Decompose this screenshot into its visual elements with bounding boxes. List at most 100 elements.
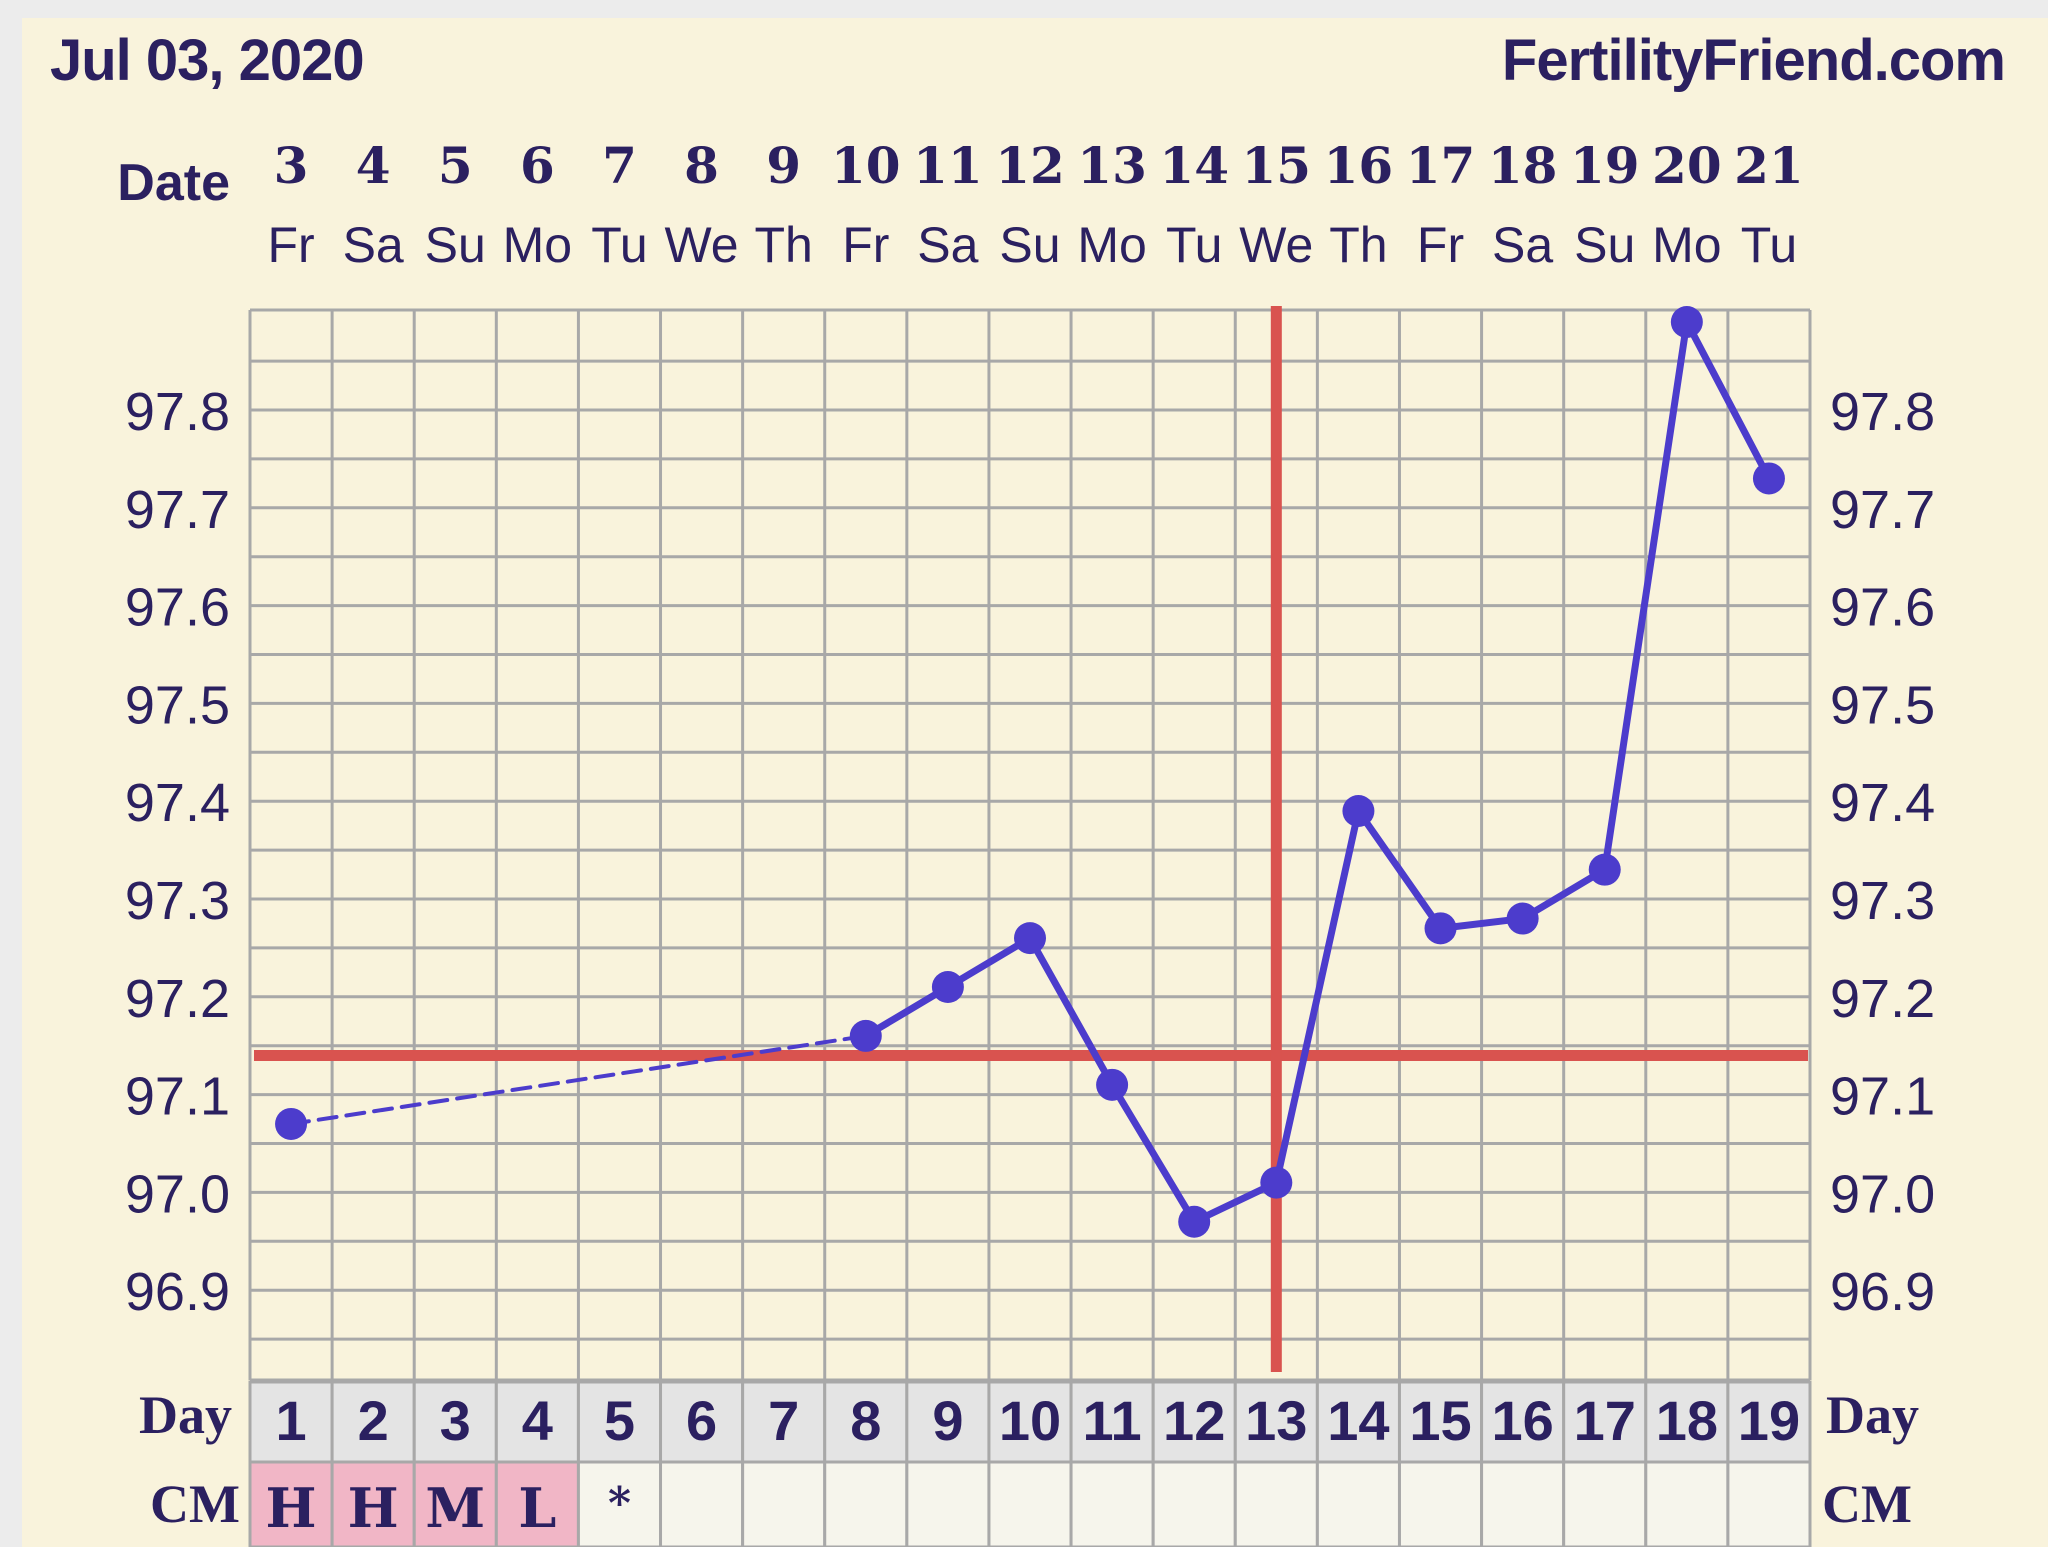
cm-cell	[987, 1460, 1073, 1547]
y-tick-label-right: 96.9	[1830, 1262, 1935, 1322]
day-row-label-right: Day	[1826, 1385, 1919, 1445]
weekday-label: Su	[999, 217, 1060, 273]
y-tick-label-left: 96.9	[125, 1262, 230, 1322]
date-number: 5	[438, 136, 473, 195]
weekday-label: Fr	[1417, 217, 1464, 273]
cycle-day-number: 3	[440, 1389, 471, 1452]
y-tick-label-right: 97.5	[1830, 675, 1935, 735]
y-tick-label-left: 97.5	[125, 675, 230, 735]
temp-line-segment	[1108, 1081, 1198, 1226]
cm-value: H	[266, 1476, 317, 1540]
y-tick-label-right: 97.8	[1830, 382, 1935, 442]
day-row-label-left: Day	[139, 1385, 232, 1445]
temp-point	[1752, 462, 1785, 495]
weekday-label: Tu	[591, 217, 648, 273]
cycle-day-number: 6	[686, 1389, 717, 1452]
cycle-day-number: 1	[275, 1389, 306, 1452]
weekday-label: Mo	[1652, 217, 1721, 273]
date-number: 8	[684, 136, 719, 195]
cycle-day-number: 14	[1327, 1389, 1389, 1452]
y-tick-label-right: 97.3	[1830, 871, 1935, 931]
y-tick-label-right: 97.1	[1830, 1067, 1935, 1127]
date-number: 20	[1652, 136, 1722, 195]
cm-row-label-left: CM	[150, 1474, 240, 1534]
date-number: 14	[1159, 136, 1229, 195]
y-tick-label-right: 97.0	[1830, 1164, 1935, 1224]
cm-cell	[1151, 1460, 1237, 1547]
y-tick-label-left: 97.2	[125, 969, 230, 1029]
weekday-label: Mo	[503, 217, 572, 273]
cm-value: L	[518, 1476, 556, 1540]
y-tick-label-left: 97.7	[125, 480, 230, 540]
weekday-label: Su	[1574, 217, 1635, 273]
weekday-label: Fr	[267, 217, 314, 273]
cm-cell	[330, 1460, 416, 1547]
cm-value: H	[348, 1476, 399, 1540]
y-tick-label-left: 97.1	[125, 1067, 230, 1127]
temp-point	[849, 1019, 882, 1052]
cm-cell	[741, 1460, 827, 1547]
chart-date-title: Jul 03, 2020	[50, 28, 364, 93]
temp-point	[1588, 853, 1621, 886]
cycle-day-number: 8	[850, 1389, 881, 1452]
date-number: 6	[520, 136, 555, 195]
date-number: 10	[831, 136, 901, 195]
y-tick-label-left: 97.3	[125, 871, 230, 931]
cm-cell	[823, 1460, 909, 1547]
temp-point	[1342, 794, 1375, 827]
date-number: 4	[356, 136, 391, 195]
cm-value: M	[425, 1476, 485, 1540]
temp-line-segment	[1272, 807, 1362, 1187]
weekday-label: Sa	[917, 217, 978, 273]
chart-panel	[22, 18, 2048, 1547]
date-number: 7	[602, 136, 637, 195]
cycle-day-cell	[1562, 1380, 1648, 1464]
cm-value: *	[608, 1478, 631, 1529]
cycle-day-number: 18	[1656, 1389, 1718, 1452]
cm-cell	[1233, 1460, 1319, 1547]
temp-line-segment	[1601, 318, 1691, 874]
cm-cell	[494, 1460, 580, 1547]
weekday-label: We	[1239, 217, 1313, 273]
temp-line-segment	[1683, 318, 1773, 482]
date-number: 12	[995, 136, 1065, 195]
cycle-day-number: 4	[522, 1389, 553, 1452]
date-number: 15	[1242, 136, 1312, 195]
date-number: 16	[1324, 136, 1394, 195]
temp-line-segment	[1354, 807, 1445, 932]
cm-cell	[576, 1460, 663, 1547]
cycle-day-cell	[741, 1380, 827, 1464]
cycle-day-cell	[823, 1380, 909, 1464]
brand-name: FertilityFriend.com	[1502, 28, 2005, 93]
y-tick-label-left: 97.8	[125, 382, 230, 442]
cm-cell	[1315, 1460, 1401, 1547]
date-number: 11	[913, 136, 983, 195]
y-tick-label-left: 97.6	[125, 578, 230, 638]
cm-cell	[1644, 1460, 1730, 1547]
date-number: 19	[1570, 136, 1640, 195]
cm-cell	[1562, 1460, 1648, 1547]
cycle-day-cell	[330, 1380, 416, 1464]
cycle-day-cell	[659, 1380, 745, 1464]
temp-point	[1424, 912, 1457, 945]
weekday-label: Th	[1329, 217, 1387, 273]
temp-point	[1014, 922, 1046, 955]
weekday-label: Fr	[842, 217, 889, 273]
cycle-day-number: 15	[1409, 1389, 1471, 1452]
cycle-day-number: 7	[768, 1389, 799, 1452]
weekday-label: We	[665, 217, 739, 273]
weekday-label: Tu	[1166, 217, 1223, 273]
temp-point	[1178, 1205, 1211, 1238]
temp-line-segment	[1026, 934, 1116, 1089]
y-tick-label-right: 97.2	[1830, 969, 1935, 1029]
temp-point	[931, 971, 964, 1004]
cycle-day-number: 11	[1083, 1389, 1142, 1452]
date-number: 9	[766, 136, 801, 195]
y-tick-label-right: 97.6	[1830, 578, 1935, 638]
date-number: 3	[274, 136, 309, 195]
cm-cell	[412, 1460, 498, 1547]
y-tick-label-right: 97.4	[1830, 773, 1935, 833]
temp-point	[275, 1107, 308, 1140]
